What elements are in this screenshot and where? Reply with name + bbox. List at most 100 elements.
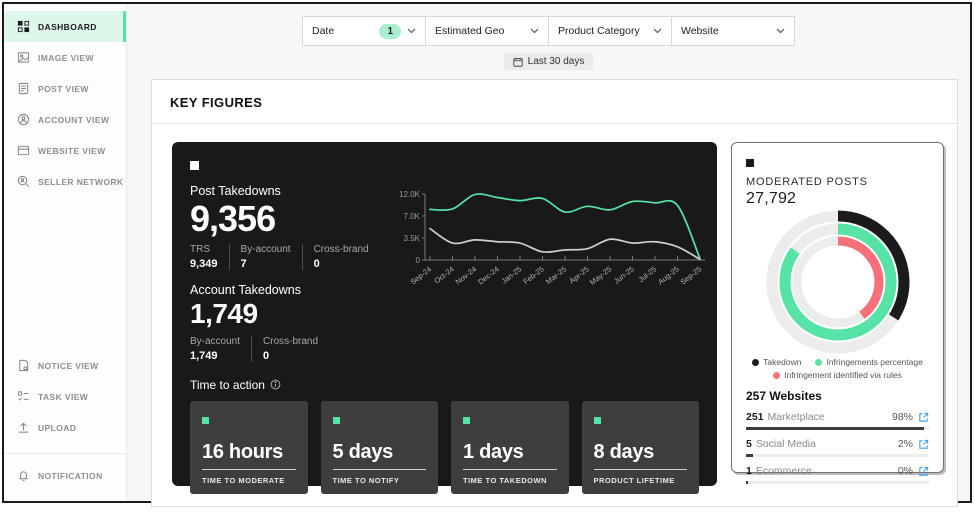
time-to-notify-value: 5 days — [333, 441, 427, 470]
website-dropdown[interactable]: Website — [671, 16, 795, 46]
breakdown-cell: Cross-brand 0 — [251, 336, 329, 362]
green-square-icon — [463, 417, 470, 424]
svg-text:Feb-25: Feb-25 — [521, 264, 545, 286]
sidebar-item-label: TASK VIEW — [38, 392, 88, 402]
product-category-dropdown[interactable]: Product Category — [548, 16, 672, 46]
info-icon[interactable] — [270, 379, 281, 390]
sidebar-item-notification[interactable]: NOTIFICATION — [4, 460, 126, 491]
bell-icon — [16, 469, 30, 483]
time-to-moderate-card: 16 hours TIME TO MODERATE — [190, 401, 308, 494]
time-to-notify-label: TIME TO NOTIFY — [333, 476, 427, 485]
external-link-icon[interactable] — [918, 466, 929, 477]
time-to-takedown-label: TIME TO TAKEDOWN — [463, 476, 557, 485]
sidebar-item-account-view[interactable]: ACCOUNT VIEW — [4, 104, 126, 135]
sidebar-item-label: WEBSITE VIEW — [38, 146, 106, 156]
post-takedowns-label: Post Takedowns — [190, 184, 400, 198]
sidebar-item-label: DASHBOARD — [38, 22, 97, 32]
sidebar-item-post-view[interactable]: POST VIEW — [4, 73, 126, 104]
svg-text:Oct-24: Oct-24 — [432, 264, 455, 285]
breakdown-cell: Cross-brand 0 — [302, 244, 380, 270]
product-category-label: Product Category — [558, 25, 653, 37]
time-to-moderate-value: 16 hours — [202, 441, 296, 470]
moderated-posts-title: MODERATED POSTS — [746, 176, 929, 188]
date-range-chip[interactable]: Last 30 days — [504, 53, 594, 70]
moderated-posts-value: 27,792 — [746, 190, 929, 208]
sidebar-item-notice-view[interactable]: NOTICE VIEW — [4, 350, 126, 381]
account-takedowns-label: Account Takedowns — [190, 283, 400, 297]
legend-takedown: Takedown — [752, 357, 801, 367]
sidebar-item-label: NOTIFICATION — [38, 471, 103, 481]
svg-text:Dec-24: Dec-24 — [476, 264, 501, 286]
section-title: KEY FIGURES — [152, 80, 957, 124]
svg-text:12.0K: 12.0K — [399, 190, 421, 199]
sidebar-item-label: ACCOUNT VIEW — [38, 115, 109, 125]
post-icon — [16, 82, 30, 96]
svg-text:0: 0 — [416, 256, 421, 265]
card-square-icon — [190, 161, 199, 170]
moderation-donut-chart — [746, 210, 929, 354]
sidebar-item-label: POST VIEW — [38, 84, 89, 94]
svg-text:Apr-25: Apr-25 — [567, 264, 590, 285]
sidebar: DASHBOARD IMAGE VIEW POST VIEW ACCOUNT V… — [4, 4, 127, 501]
green-square-icon — [333, 417, 340, 424]
time-to-takedown-value: 1 days — [463, 441, 557, 470]
sidebar-item-upload[interactable]: UPLOAD — [4, 412, 126, 443]
time-to-moderate-label: TIME TO MODERATE — [202, 476, 296, 485]
website-icon — [16, 144, 30, 158]
estimated-geo-label: Estimated Geo — [435, 25, 530, 37]
sidebar-item-dashboard[interactable]: DASHBOARD — [4, 11, 126, 42]
chevron-down-icon — [653, 28, 662, 34]
filter-bar: Date 1 Estimated Geo Product Category We… — [127, 16, 970, 46]
sidebar-divider — [4, 453, 126, 454]
post-takedowns-value: 9,356 — [190, 200, 400, 238]
legend-dot-black — [752, 359, 759, 366]
websites-header: 257 Websites — [746, 389, 929, 403]
website-row-ecommerce: 1 Ecommerce 0% — [746, 465, 929, 484]
seller-network-icon — [16, 175, 30, 189]
svg-text:Mar-25: Mar-25 — [544, 264, 568, 286]
website-bar — [746, 481, 929, 484]
image-icon — [16, 51, 30, 65]
sidebar-item-label: UPLOAD — [38, 423, 76, 433]
key-figures-panel: KEY FIGURES Post Takedowns 9,356 TRS 9,3… — [151, 79, 958, 507]
time-to-notify-card: 5 days TIME TO NOTIFY — [321, 401, 439, 494]
breakdown-cell: By-account 1,749 — [190, 336, 251, 362]
svg-text:Jun-25: Jun-25 — [612, 264, 636, 285]
sidebar-item-seller-network[interactable]: SELLER NETWORK — [4, 166, 126, 197]
date-filter-dropdown[interactable]: Date 1 — [302, 16, 426, 46]
sidebar-item-website-view[interactable]: WEBSITE VIEW — [4, 135, 126, 166]
website-bar — [746, 427, 929, 430]
product-lifetime-label: PRODUCT LIFETIME — [594, 476, 688, 485]
svg-text:May-25: May-25 — [588, 264, 613, 286]
main-content: Date 1 Estimated Geo Product Category We… — [127, 4, 970, 501]
green-square-icon — [594, 417, 601, 424]
chevron-down-icon — [776, 28, 785, 34]
sidebar-item-image-view[interactable]: IMAGE VIEW — [4, 42, 126, 73]
date-range-label: Last 30 days — [528, 56, 585, 67]
account-takedowns-value: 1,749 — [190, 299, 400, 330]
legend-dot-green — [815, 359, 822, 366]
moderated-posts-card: MODERATED POSTS 27,792 — [731, 142, 944, 473]
svg-text:3.5K: 3.5K — [404, 234, 421, 243]
account-icon — [16, 113, 30, 127]
sidebar-spacer — [4, 197, 126, 350]
website-bar — [746, 454, 929, 457]
green-square-icon — [202, 417, 209, 424]
task-icon — [16, 390, 30, 404]
website-label: Website — [681, 25, 776, 37]
app-window: DASHBOARD IMAGE VIEW POST VIEW ACCOUNT V… — [2, 2, 972, 503]
sidebar-item-label: NOTICE VIEW — [38, 361, 99, 371]
external-link-icon[interactable] — [918, 439, 929, 450]
upload-icon — [16, 421, 30, 435]
external-link-icon[interactable] — [918, 412, 929, 423]
time-to-takedown-card: 1 days TIME TO TAKEDOWN — [451, 401, 569, 494]
donut-legend: Takedown Infringements percentage Infrin… — [746, 357, 929, 380]
sidebar-item-label: SELLER NETWORK — [38, 177, 123, 187]
website-row-social-media: 5 Social Media 2% — [746, 438, 929, 457]
estimated-geo-dropdown[interactable]: Estimated Geo — [425, 16, 549, 46]
sidebar-item-task-view[interactable]: TASK VIEW — [4, 381, 126, 412]
breakdown-cell: By-account 7 — [229, 244, 302, 270]
card-square-icon — [746, 159, 754, 167]
date-filter-badge: 1 — [379, 24, 401, 39]
product-lifetime-value: 8 days — [594, 441, 688, 470]
